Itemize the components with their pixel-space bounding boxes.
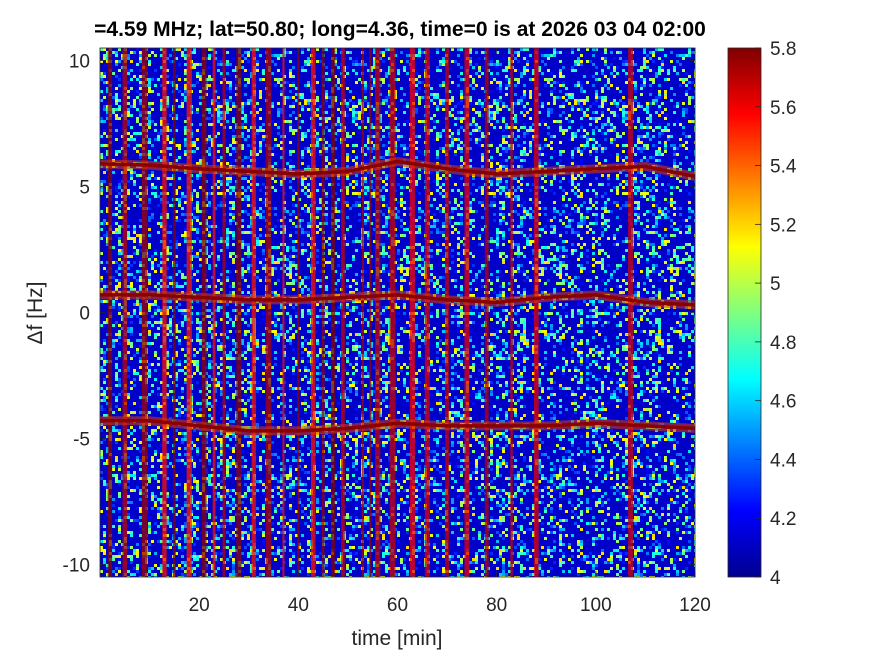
x-tick-label: 80 bbox=[486, 595, 507, 616]
bright-column bbox=[510, 48, 513, 577]
colorbar-tick-label: 5.6 bbox=[770, 98, 796, 119]
bright-column bbox=[222, 48, 226, 577]
bright-column bbox=[330, 48, 336, 577]
colorbar-tick-label: 4.2 bbox=[770, 509, 796, 530]
colorbar-tick-label: 4.8 bbox=[770, 333, 796, 354]
bright-column bbox=[201, 48, 207, 577]
bright-column bbox=[172, 48, 176, 577]
bright-column bbox=[162, 48, 167, 577]
colorbar-tick-label: 5.8 bbox=[770, 39, 796, 60]
bright-column bbox=[369, 48, 372, 577]
bright-column bbox=[107, 48, 113, 577]
bright-column bbox=[122, 48, 128, 577]
bright-column bbox=[297, 48, 300, 577]
bright-column bbox=[374, 48, 381, 577]
colorbar-tick-label: 4.4 bbox=[770, 450, 797, 471]
bright-column bbox=[186, 48, 192, 577]
bright-column bbox=[251, 48, 256, 577]
bright-column bbox=[141, 48, 148, 577]
bright-column bbox=[310, 48, 316, 577]
bright-column bbox=[445, 48, 449, 577]
bright-column bbox=[389, 48, 396, 577]
signal-traces bbox=[100, 156, 695, 436]
bright-column bbox=[212, 48, 216, 577]
colorbar bbox=[727, 47, 762, 578]
colorbar-tick-label: 5.2 bbox=[770, 215, 796, 236]
bright-column bbox=[282, 48, 285, 577]
bright-column bbox=[265, 48, 272, 577]
colorbar-tick-label: 4.6 bbox=[770, 392, 796, 413]
bright-column bbox=[533, 48, 539, 577]
y-tick-label: -5 bbox=[73, 429, 90, 450]
x-tick-label: 40 bbox=[288, 595, 309, 616]
x-tick-label: 120 bbox=[679, 595, 711, 616]
bright-column bbox=[464, 48, 470, 577]
bright-column bbox=[321, 48, 325, 577]
colorbar-tick-label: 4 bbox=[770, 568, 781, 589]
bright-column bbox=[361, 48, 364, 577]
trace-line bbox=[100, 293, 695, 307]
x-axis-label: time [min] bbox=[351, 627, 442, 650]
x-tick-label: 100 bbox=[580, 595, 612, 616]
colorbar-tick-label: 5 bbox=[770, 274, 781, 295]
bright-column bbox=[484, 48, 489, 577]
y-tick-label: -10 bbox=[63, 555, 90, 576]
y-tick-label: 5 bbox=[79, 178, 90, 199]
bright-column bbox=[341, 48, 345, 577]
y-tick-label: 10 bbox=[69, 52, 90, 73]
y-tick-label: 0 bbox=[79, 304, 90, 325]
plot-area bbox=[100, 48, 695, 577]
bright-column bbox=[409, 48, 415, 577]
trace-line bbox=[100, 159, 695, 179]
chart-title: =4.59 MHz; lat=50.80; long=4.36, time=0 … bbox=[94, 18, 706, 41]
bright-column bbox=[236, 48, 242, 577]
trace-line bbox=[100, 419, 695, 433]
y-axis-ticks: -10 -5 0 5 10 bbox=[63, 52, 695, 576]
bright-column bbox=[628, 48, 634, 577]
bright-column bbox=[424, 48, 430, 577]
colorbar-tick-label: 5.4 bbox=[770, 157, 797, 178]
bright-columns bbox=[107, 48, 634, 577]
x-axis-ticks: 20 40 60 80 100 120 bbox=[189, 48, 711, 616]
colorbar-ticks: 4 4.2 4.4 4.6 4.8 5 5.2 5.4 5.6 5.8 bbox=[755, 39, 797, 589]
x-tick-label: 20 bbox=[189, 595, 210, 616]
y-axis-label: Δf [Hz] bbox=[24, 281, 47, 344]
x-tick-label: 60 bbox=[387, 595, 408, 616]
